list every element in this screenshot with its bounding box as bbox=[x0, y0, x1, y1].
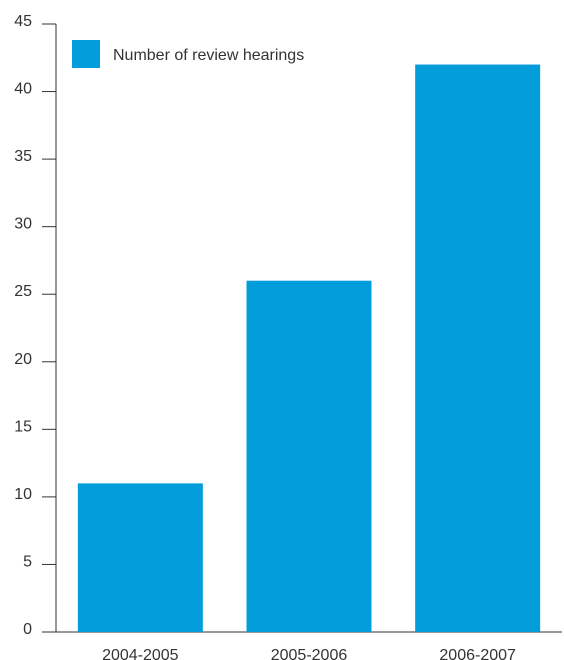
y-tick-label: 30 bbox=[14, 216, 32, 233]
y-tick-label: 40 bbox=[14, 81, 32, 98]
y-tick-label: 15 bbox=[14, 418, 32, 435]
bar-2006-2007 bbox=[415, 64, 541, 633]
x-tick-label: 2004-2005 bbox=[102, 647, 179, 660]
bar-2005-2006 bbox=[246, 280, 372, 632]
legend-label: Number of review hearings bbox=[113, 47, 304, 64]
legend: Number of review hearings bbox=[72, 40, 304, 68]
y-tick-label: 25 bbox=[14, 283, 32, 300]
x-axis: 2004-2005 2005-2006 2006-2007 bbox=[56, 631, 562, 660]
bar-2004-2005 bbox=[77, 483, 203, 632]
y-tick-label: 5 bbox=[23, 553, 32, 570]
y-tick-label: 20 bbox=[14, 351, 32, 368]
y-tick-label: 0 bbox=[23, 621, 32, 638]
legend-swatch bbox=[72, 40, 100, 68]
x-tick-label: 2006-2007 bbox=[439, 647, 516, 660]
x-tick-label: 2005-2006 bbox=[271, 647, 348, 660]
y-axis: 0 5 10 15 20 25 30 35 40 45 bbox=[14, 13, 57, 638]
y-tick-label: 10 bbox=[14, 486, 32, 503]
y-tick-label: 35 bbox=[14, 148, 32, 165]
bars bbox=[77, 64, 541, 633]
y-tick-label: 45 bbox=[14, 13, 32, 30]
